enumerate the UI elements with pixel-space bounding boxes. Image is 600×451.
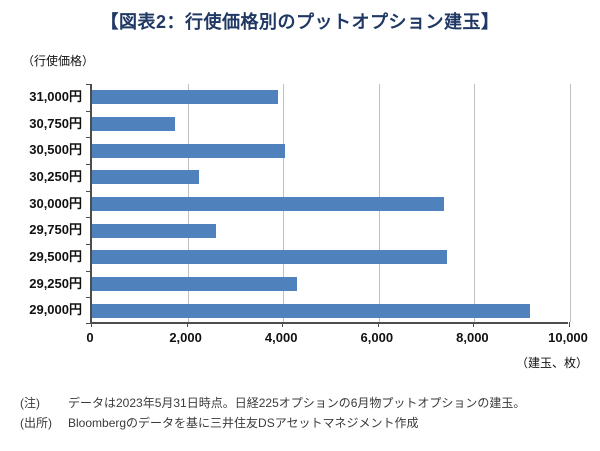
- footnotes: (注) データは2023年5月31日時点。日経225オプションの6月物プットオプシ…: [20, 393, 525, 433]
- note-line: (注) データは2023年5月31日時点。日経225オプションの6月物プットオプシ…: [20, 393, 525, 413]
- bar: [92, 170, 200, 185]
- x-axis-tick: [186, 322, 188, 327]
- gridline: [474, 84, 476, 322]
- bar: [92, 143, 285, 158]
- y-axis-tick: [86, 164, 92, 165]
- bar: [92, 196, 445, 211]
- category-label: 30,250円: [29, 169, 82, 184]
- chart-title: 【図表2：行使価格別のプットオプション建玉】: [100, 12, 500, 32]
- category-label: 30,750円: [29, 115, 82, 131]
- bar: [92, 276, 297, 291]
- x-axis-tick: [473, 322, 475, 327]
- bar: [92, 223, 216, 238]
- y-axis-caption: （行使価格）: [22, 54, 95, 68]
- note-line: (出所) Bloombergのデータを基に三井住友DSアセットマネジメント作成: [20, 413, 525, 433]
- y-axis-tick: [86, 84, 92, 85]
- bar-row: [92, 111, 568, 138]
- y-axis-tick-labels: 31,000円 30,750円 30,500円 30,250円 30,000円 29,75…: [0, 84, 82, 324]
- bar-row: [92, 191, 568, 218]
- x-axis-tick-labels: 0 2,000 4,000 6,000 8,000 10,000: [86, 330, 588, 348]
- category-label: 29,500円: [29, 249, 82, 264]
- y-axis-tick: [86, 217, 92, 219]
- x-axis-tick-label: 4,000: [264, 330, 298, 345]
- bar-row: [92, 271, 568, 298]
- bar-row: [92, 217, 568, 244]
- x-axis-tick-label: 10,000: [548, 330, 588, 345]
- y-axis-tick: [86, 297, 92, 299]
- x-axis-tick-label: 6,000: [360, 330, 394, 345]
- category-label: 30,500円: [29, 142, 82, 158]
- category-label: 31,000円: [29, 89, 82, 104]
- note-label: (注): [20, 396, 40, 410]
- category-label: 29,000円: [29, 302, 82, 318]
- bar: [92, 303, 530, 318]
- note-text: Bloombergのデータを基に三井住友DSアセットマネジメント作成: [68, 416, 419, 430]
- x-axis-tick: [282, 322, 284, 327]
- y-axis-tick: [86, 244, 92, 245]
- bar: [92, 250, 447, 265]
- bar-row: [92, 164, 568, 191]
- x-axis-tick: [569, 322, 570, 327]
- y-axis-tick: [86, 110, 92, 112]
- x-axis-tick: [377, 322, 379, 327]
- category-label: 30,000円: [29, 195, 82, 211]
- note-text: データは2023年5月31日時点。日経225オプションの6月物プットオプションの…: [68, 396, 526, 410]
- x-axis-caption: （建玉、枚）: [515, 356, 588, 370]
- category-label: 29,250円: [29, 275, 82, 291]
- bar-row: [92, 297, 568, 324]
- note-label: (出所): [20, 416, 52, 430]
- gridline: [570, 84, 571, 322]
- x-axis-tick-label: 0: [86, 330, 94, 345]
- y-axis-tick: [86, 270, 92, 272]
- y-axis-tick: [86, 323, 92, 324]
- x-axis-tick-label: 8,000: [456, 330, 489, 345]
- x-axis-tick-label: 2,000: [169, 330, 202, 345]
- bar-row: [92, 84, 568, 111]
- bar-row: [92, 244, 568, 271]
- y-axis-tick: [86, 137, 92, 139]
- plot-area: [86, 84, 571, 327]
- y-axis-tick: [86, 190, 92, 192]
- category-label: 29,750円: [29, 222, 82, 238]
- bar: [92, 90, 278, 105]
- bar-row: [92, 137, 568, 164]
- x-axis-tick: [91, 322, 92, 327]
- bar: [92, 116, 176, 131]
